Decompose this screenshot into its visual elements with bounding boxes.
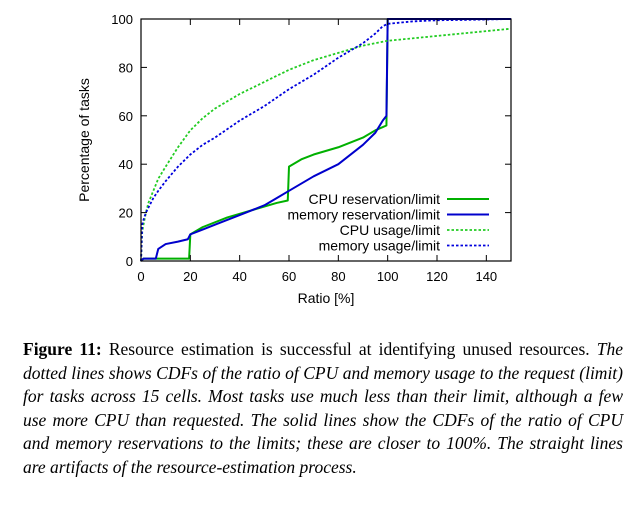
x-tick-label: 40 xyxy=(232,269,246,284)
y-tick-label: 40 xyxy=(119,157,133,172)
series-line-4 xyxy=(140,18,512,262)
y-tick-label: 0 xyxy=(126,254,133,269)
x-tick-label: 0 xyxy=(137,269,144,284)
legend-label: memory reservation/limit xyxy=(288,207,441,223)
y-tick-label: 80 xyxy=(119,60,133,75)
legend-label: CPU reservation/limit xyxy=(309,191,441,207)
series-line-2 xyxy=(140,18,511,262)
y-axis-label: Percentage of tasks xyxy=(76,78,92,202)
x-tick-label: 100 xyxy=(377,269,399,284)
legend-label: memory usage/limit xyxy=(319,238,440,254)
caption-label: Figure 11: xyxy=(23,339,102,359)
series-line-3 xyxy=(140,27,512,262)
figure-caption: Figure 11: Resource estimation is succes… xyxy=(23,338,623,480)
series-line-1 xyxy=(140,18,511,262)
x-tick-label: 120 xyxy=(426,269,448,284)
axes-layer: 0 20 40 60 80 100 120 140 0 20 40 60 80 100 xyxy=(111,12,512,284)
y-tick-label: 60 xyxy=(119,109,133,124)
x-axis-label: Ratio [%] xyxy=(298,290,355,306)
x-tick-label: 80 xyxy=(331,269,345,284)
y-tick-label: 20 xyxy=(119,206,133,221)
x-tick-label: 140 xyxy=(475,269,497,284)
series-layer xyxy=(140,18,512,262)
x-tick-label: 60 xyxy=(282,269,296,284)
caption-italic-text: The dotted lines shows CDFs of the ratio… xyxy=(23,339,623,477)
plot-frame xyxy=(140,18,512,262)
x-tick-label: 20 xyxy=(183,269,197,284)
y-tick-label: 100 xyxy=(111,12,133,27)
legend-label: CPU usage/limit xyxy=(340,222,440,238)
cdf-chart: 0 20 40 60 80 100 120 140 0 20 40 60 80 100 Percentag… xyxy=(76,12,512,306)
caption-text: Resource estimation is successful at ide… xyxy=(101,339,597,359)
